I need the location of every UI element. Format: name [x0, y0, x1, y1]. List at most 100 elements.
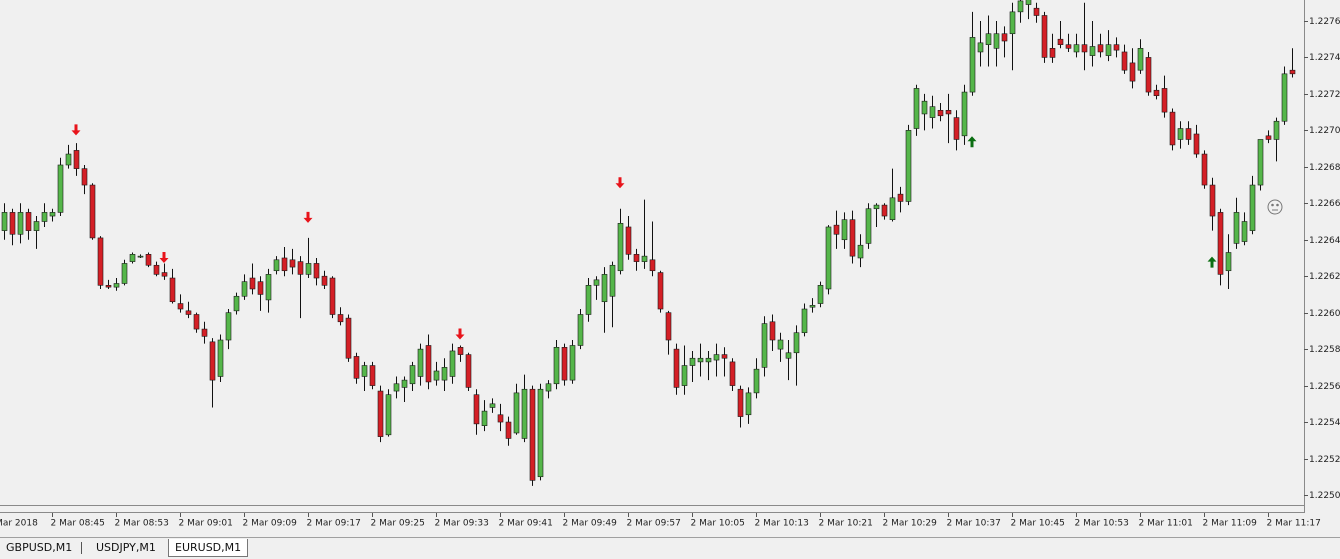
- candle-body: [753, 368, 760, 394]
- candle-body: [1209, 184, 1216, 217]
- candle-body: [1281, 73, 1288, 122]
- candle-body: [873, 204, 880, 210]
- candle-body: [97, 237, 104, 286]
- candle-body: [537, 388, 544, 478]
- x-tick-label: 2 Mar 11:01: [1139, 519, 1193, 529]
- candle-body: [193, 314, 200, 330]
- candle-body: [265, 274, 272, 301]
- candle-body: [1105, 44, 1112, 56]
- candle-body: [745, 392, 752, 416]
- candle-body: [489, 403, 496, 408]
- candle-body: [929, 106, 936, 118]
- candle-body: [593, 279, 600, 286]
- candle-body: [1081, 44, 1088, 53]
- candle-body: [673, 348, 680, 388]
- tab-separator: [81, 542, 82, 554]
- candle-body: [129, 254, 136, 262]
- candle-body: [521, 388, 528, 439]
- signal-arrow: [71, 124, 81, 136]
- chart-tab[interactable]: EURUSD,M1: [168, 539, 249, 557]
- candle-body: [105, 285, 112, 288]
- candle-body: [305, 263, 312, 275]
- candle-body: [1121, 51, 1128, 71]
- chart-tab[interactable]: GBPUSD,M1: [6, 541, 73, 554]
- y-tick-label: 1.22585: [1309, 345, 1340, 355]
- candle-body: [1249, 184, 1256, 231]
- signal-arrow: [303, 211, 313, 223]
- candle-body: [1241, 221, 1248, 242]
- candle-body: [25, 212, 32, 231]
- candle-body: [1137, 48, 1144, 71]
- candle-body: [465, 354, 472, 388]
- candle-body: [1001, 33, 1008, 42]
- x-tick-label: 2 Mar 09:57: [627, 519, 681, 529]
- candle-body: [729, 361, 736, 386]
- candle-body: [177, 303, 184, 310]
- chart: 1.22765 1.22745 1.22725 1.22705 1.22685 1.226…: [0, 0, 1340, 529]
- candle-body: [385, 394, 392, 436]
- candle-body: [185, 310, 192, 315]
- candle-body: [977, 42, 984, 53]
- candle-body: [505, 421, 512, 439]
- candle-body: [1169, 111, 1176, 146]
- x-tick-label: 2 Mar 09:25: [371, 519, 425, 529]
- candle-body: [849, 219, 856, 257]
- candle-body: [785, 352, 792, 359]
- candle-body: [1113, 44, 1120, 51]
- candle-body: [121, 263, 128, 284]
- candle-body: [705, 357, 712, 363]
- candle-body: [633, 254, 640, 262]
- candle-body: [249, 277, 256, 290]
- candle-body: [353, 356, 360, 379]
- candle-body: [697, 357, 704, 363]
- candle-body: [41, 212, 48, 222]
- x-tick-label: 2 Mar 2018: [0, 519, 38, 529]
- candle-body: [889, 197, 896, 220]
- signal-arrow: [967, 136, 977, 148]
- candle-body: [201, 328, 208, 337]
- candle-body: [561, 347, 568, 381]
- candle-body: [1073, 44, 1080, 53]
- candle-body: [1217, 212, 1224, 275]
- candle-body: [937, 109, 944, 117]
- y-tick-label: 1.22725: [1309, 90, 1340, 100]
- candle-body: [153, 264, 160, 275]
- x-tick-label: 2 Mar 10:53: [1075, 519, 1129, 529]
- candle-body: [345, 317, 352, 359]
- candle-body: [1145, 57, 1152, 93]
- candle-body: [289, 259, 296, 268]
- candle-body: [1065, 44, 1072, 49]
- x-tick-label: 2 Mar 10:13: [755, 519, 809, 529]
- candle-body: [769, 321, 776, 341]
- candle-body: [809, 305, 816, 308]
- x-tick-label: 2 Mar 08:53: [115, 519, 169, 529]
- candle-body: [1129, 62, 1136, 82]
- candle-body: [617, 223, 624, 272]
- candle-body: [89, 184, 96, 239]
- candle-body: [457, 347, 464, 355]
- y-tick-label: 1.22685: [1309, 163, 1340, 173]
- y-tick-label: 1.22665: [1309, 199, 1340, 209]
- candle-body: [1201, 153, 1208, 186]
- x-tick-label: 2 Mar 10:21: [819, 519, 873, 529]
- candle-body: [993, 33, 1000, 49]
- candle-body: [1265, 135, 1272, 140]
- candle-body: [361, 365, 368, 377]
- signal-arrow: [159, 251, 169, 263]
- candle-body: [913, 88, 920, 129]
- candle-body: [1033, 7, 1040, 16]
- candle-body: [777, 339, 784, 350]
- candle-body: [1097, 44, 1104, 53]
- tab-bar: GBPUSD,M1 USDJPY,M1 EURUSD,M1: [0, 537, 1340, 559]
- y-tick-label: 1.22565: [1309, 382, 1340, 392]
- candle-body: [1257, 139, 1264, 186]
- candle-body: [1177, 128, 1184, 140]
- candle-body: [1017, 0, 1024, 13]
- candle-body: [601, 274, 608, 303]
- candle-body: [225, 312, 232, 341]
- chart-tab[interactable]: USDJPY,M1: [96, 541, 156, 554]
- x-tick-label: 2 Mar 10:29: [883, 519, 938, 529]
- y-tick-label: 1.22545: [1309, 418, 1340, 428]
- candle-body: [313, 263, 320, 279]
